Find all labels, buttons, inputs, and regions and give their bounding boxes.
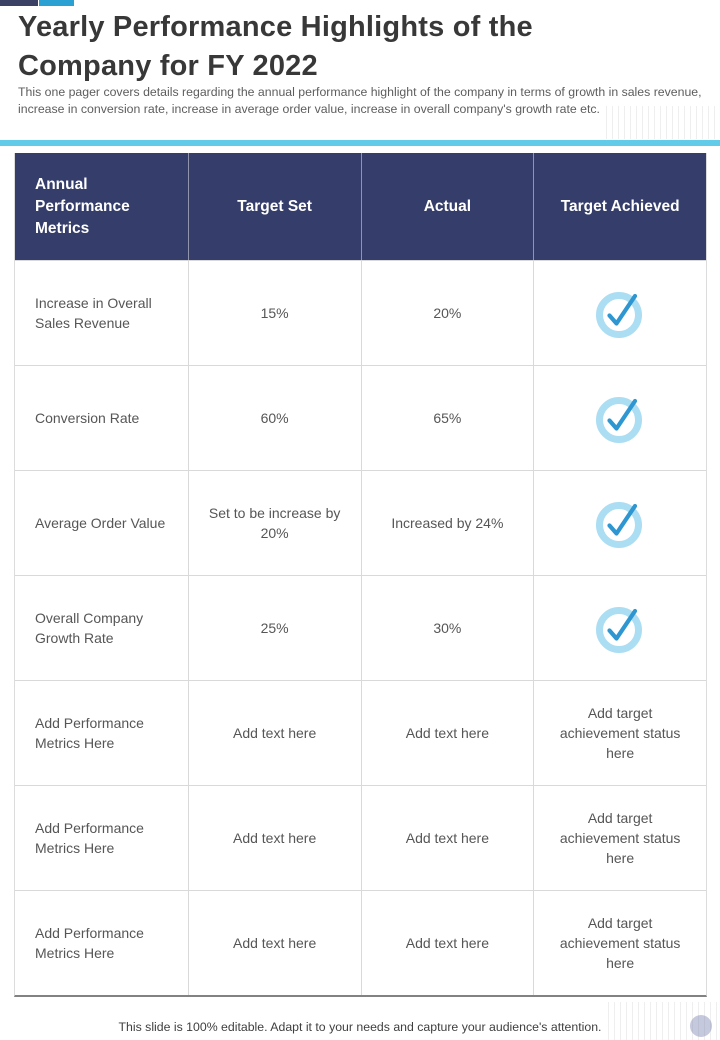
accent-bar-navy — [0, 0, 38, 6]
footer-note: This slide is 100% editable. Adapt it to… — [118, 1020, 602, 1034]
accent-bar-blue — [39, 0, 74, 6]
decor-stripes-bottom-right — [608, 1002, 720, 1040]
performance-table: Annual Performance Metrics Target Set Ac… — [14, 153, 707, 997]
target-cell: 60% — [187, 365, 361, 470]
target-cell: Set to be increase by 20% — [187, 470, 361, 575]
table-row: Add Performance Metrics Here Add text he… — [15, 680, 706, 785]
check-circle-icon — [596, 397, 643, 443]
check-circle-icon — [596, 502, 643, 548]
achieved-cell — [533, 575, 706, 680]
table-row: Add Performance Metrics Here Add text he… — [15, 890, 706, 995]
actual-cell: 65% — [360, 365, 534, 470]
actual-cell: Add text here — [360, 785, 534, 890]
table-row: Add Performance Metrics Here Add text he… — [15, 785, 706, 890]
actual-cell: Add text here — [360, 890, 534, 995]
decor-dot — [690, 1015, 712, 1037]
top-accent-bars — [0, 0, 74, 6]
metric-cell: Add Performance Metrics Here — [15, 680, 188, 785]
metric-cell: Conversion Rate — [15, 365, 188, 470]
column-header-metrics: Annual Performance Metrics — [35, 175, 130, 237]
table-row: Conversion Rate 60% 65% — [15, 365, 706, 470]
achieved-cell — [533, 470, 706, 575]
metric-cell: Average Order Value — [15, 470, 188, 575]
metric-cell: Increase in Overall Sales Revenue — [15, 260, 188, 365]
target-cell: Add text here — [187, 680, 361, 785]
achieved-cell: Add target achievement status here — [533, 890, 706, 995]
actual-cell: Add text here — [360, 680, 534, 785]
check-circle-icon — [596, 292, 643, 338]
page-title: Yearly Performance Highlights of the Com… — [18, 11, 533, 82]
target-cell: 25% — [187, 575, 361, 680]
achieved-cell — [533, 260, 706, 365]
divider-bar — [0, 140, 720, 146]
column-header-target-set: Target Set — [187, 153, 361, 260]
metric-cell: Add Performance Metrics Here — [15, 890, 188, 995]
column-header-actual: Actual — [360, 153, 534, 260]
target-cell: Add text here — [187, 785, 361, 890]
achieved-cell — [533, 365, 706, 470]
metric-cell: Add Performance Metrics Here — [15, 785, 188, 890]
check-circle-icon — [596, 607, 643, 653]
table-header-row: Annual Performance Metrics Target Set Ac… — [15, 153, 706, 260]
actual-cell: Increased by 24% — [360, 470, 534, 575]
decor-stripes-top-right — [606, 106, 720, 139]
table-row: Overall Company Growth Rate 25% 30% — [15, 575, 706, 680]
target-cell: Add text here — [187, 890, 361, 995]
page-subtitle: This one pager covers details regarding … — [18, 85, 702, 116]
column-header-target-achieved: Target Achieved — [533, 153, 706, 260]
table-row: Increase in Overall Sales Revenue 15% 20… — [15, 260, 706, 365]
table-row: Average Order Value Set to be increase b… — [15, 470, 706, 575]
actual-cell: 30% — [360, 575, 534, 680]
achieved-cell: Add target achievement status here — [533, 785, 706, 890]
metric-cell: Overall Company Growth Rate — [15, 575, 188, 680]
actual-cell: 20% — [360, 260, 534, 365]
achieved-cell: Add target achievement status here — [533, 680, 706, 785]
target-cell: 15% — [187, 260, 361, 365]
